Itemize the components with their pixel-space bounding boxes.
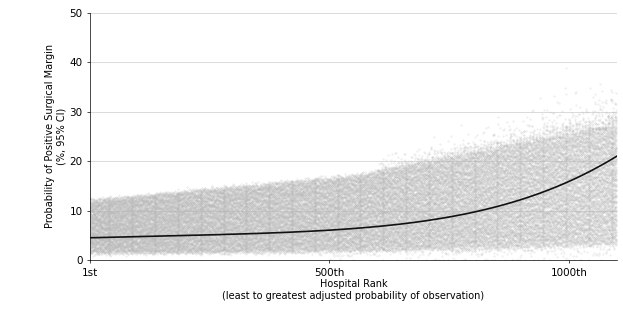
Text: socioeconomic, geographical, hospital and cancer-specific factors.: socioeconomic, geographical, hospital an…	[5, 40, 399, 50]
X-axis label: Hospital Rank
(least to greatest adjusted probability of observation): Hospital Rank (least to greatest adjuste…	[222, 279, 485, 301]
Y-axis label: Probability of Positive Surgical Margin
(%, 95% CI): Probability of Positive Surgical Margin …	[45, 44, 67, 229]
Text: Variation in positive surgical margins frequency adjusted for patient demographi: Variation in positive surgical margins f…	[5, 13, 579, 22]
